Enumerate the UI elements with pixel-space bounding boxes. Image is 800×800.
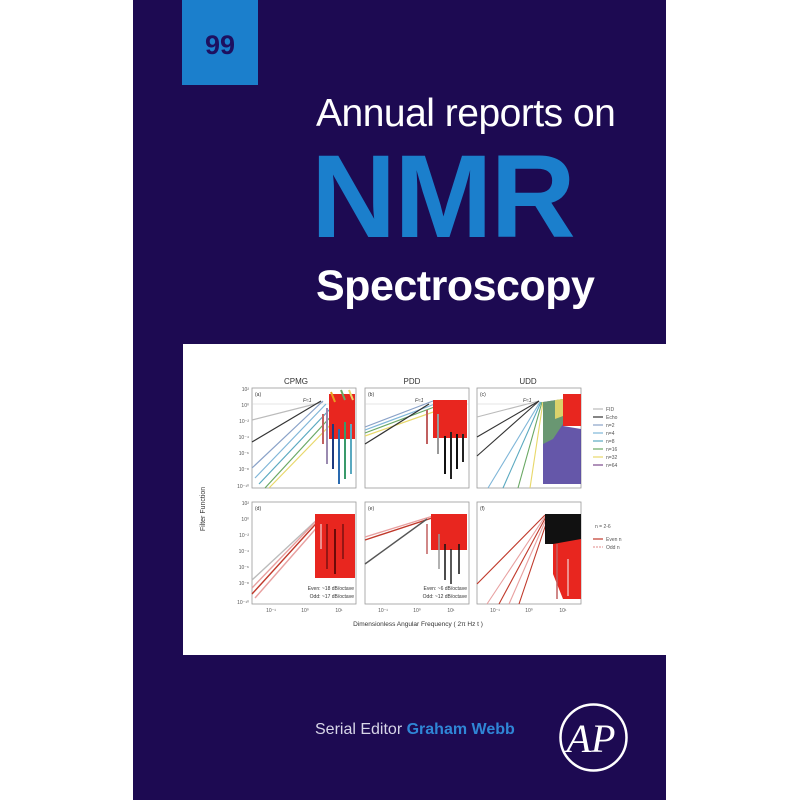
svg-text:F≈1: F≈1 — [303, 398, 312, 404]
svg-text:AP: AP — [564, 716, 616, 761]
title-line-nmr: NMR — [311, 131, 576, 263]
svg-text:n=32: n=32 — [606, 455, 617, 461]
svg-text:10⁻⁸: 10⁻⁸ — [239, 467, 249, 473]
svg-text:10⁻⁴: 10⁻⁴ — [239, 435, 249, 441]
svg-text:F≈1: F≈1 — [415, 398, 424, 404]
x-axis-label: Dimensionless Angular Frequency ( 2π Hz … — [353, 621, 483, 628]
panel-e-note-odd: Odd: ~12 dB/octave — [423, 594, 468, 600]
panel-d-note-even: Even: ~18 dB/octave — [308, 586, 355, 592]
svg-text:Echo: Echo — [606, 415, 618, 421]
panel-label-c: (c) — [480, 392, 486, 398]
svg-text:10⁰: 10⁰ — [301, 608, 309, 614]
svg-text:10⁻²: 10⁻² — [239, 533, 249, 539]
svg-text:10⁻²: 10⁻² — [239, 419, 249, 425]
svg-text:n=64: n=64 — [606, 463, 617, 469]
panel-label-b: (b) — [368, 392, 374, 398]
svg-text:10⁰: 10⁰ — [413, 608, 421, 614]
legend-top: FID Echo n=2 n=4 n=8 n=16 n=32 n=64 — [593, 407, 618, 469]
title-line-spectroscopy: Spectroscopy — [316, 262, 595, 310]
serial-editor-line: Serial Editor Graham Webb — [315, 721, 515, 739]
svg-text:10⁻⁶: 10⁻⁶ — [239, 565, 249, 571]
book-cover: 99 Annual reports on NMR Spectroscopy Fi… — [133, 0, 666, 800]
svg-text:10¹: 10¹ — [335, 608, 343, 614]
svg-text:n=8: n=8 — [606, 439, 615, 445]
svg-text:10⁰: 10⁰ — [241, 517, 249, 523]
volume-number: 99 — [204, 30, 236, 60]
svg-text:n=2: n=2 — [606, 423, 615, 429]
panel-e-note-even: Even: ~6 dB/octave — [423, 586, 467, 592]
panel-label-f: (f) — [480, 506, 485, 512]
svg-text:FID: FID — [606, 407, 614, 413]
volume-number-box: 99 — [182, 0, 258, 85]
svg-text:10⁻⁶: 10⁻⁶ — [239, 451, 249, 457]
panel-d-note-odd: Odd: ~17 dB/octave — [310, 594, 355, 600]
svg-text:Even n: Even n — [606, 537, 622, 543]
svg-text:Odd n: Odd n — [606, 545, 620, 551]
svg-text:n=4: n=4 — [606, 431, 615, 437]
panel-label-a: (a) — [255, 392, 261, 398]
svg-text:n = 2-6: n = 2-6 — [595, 524, 611, 530]
svg-text:10⁰: 10⁰ — [525, 608, 533, 614]
svg-text:10⁰: 10⁰ — [241, 403, 249, 409]
panel-title-cpmg: CPMG — [284, 377, 308, 386]
svg-text:10⁻¹: 10⁻¹ — [490, 608, 500, 614]
panel-label-d: (d) — [255, 506, 261, 512]
svg-text:10⁻⁴: 10⁻⁴ — [239, 549, 249, 555]
svg-text:10⁻¹: 10⁻¹ — [266, 608, 276, 614]
svg-text:10²: 10² — [242, 501, 250, 507]
svg-text:n=16: n=16 — [606, 447, 617, 453]
svg-text:10⁻¹⁰: 10⁻¹⁰ — [237, 600, 249, 606]
svg-text:10⁻¹⁰: 10⁻¹⁰ — [237, 484, 249, 490]
svg-text:10⁻¹: 10⁻¹ — [378, 608, 388, 614]
svg-text:10⁻⁸: 10⁻⁸ — [239, 581, 249, 587]
academic-press-logo-icon: AP — [559, 703, 628, 772]
legend-bottom: n = 2-6 Even n Odd n — [593, 524, 622, 551]
y-axis-label: Filter Function — [200, 487, 207, 531]
panel-title-udd: UDD — [519, 377, 537, 386]
svg-text:F≈1: F≈1 — [523, 398, 532, 404]
svg-text:10¹: 10¹ — [447, 608, 455, 614]
svg-text:10¹: 10¹ — [559, 608, 567, 614]
serial-editor-name: Graham Webb — [406, 721, 515, 738]
panel-label-e: (e) — [368, 506, 374, 512]
svg-text:10²: 10² — [242, 387, 250, 393]
cover-figure-filter-function-plots: Filter Function CPMG PDD UDD 10² 10⁰ 10⁻² 1… — [183, 344, 666, 655]
title-line-annual-reports: Annual reports on — [316, 92, 616, 135]
filter-function-chart: Filter Function CPMG PDD UDD 10² 10⁰ 10⁻² 1… — [200, 377, 622, 628]
serial-editor-label: Serial Editor — [315, 721, 403, 738]
panel-title-pdd: PDD — [404, 377, 421, 386]
